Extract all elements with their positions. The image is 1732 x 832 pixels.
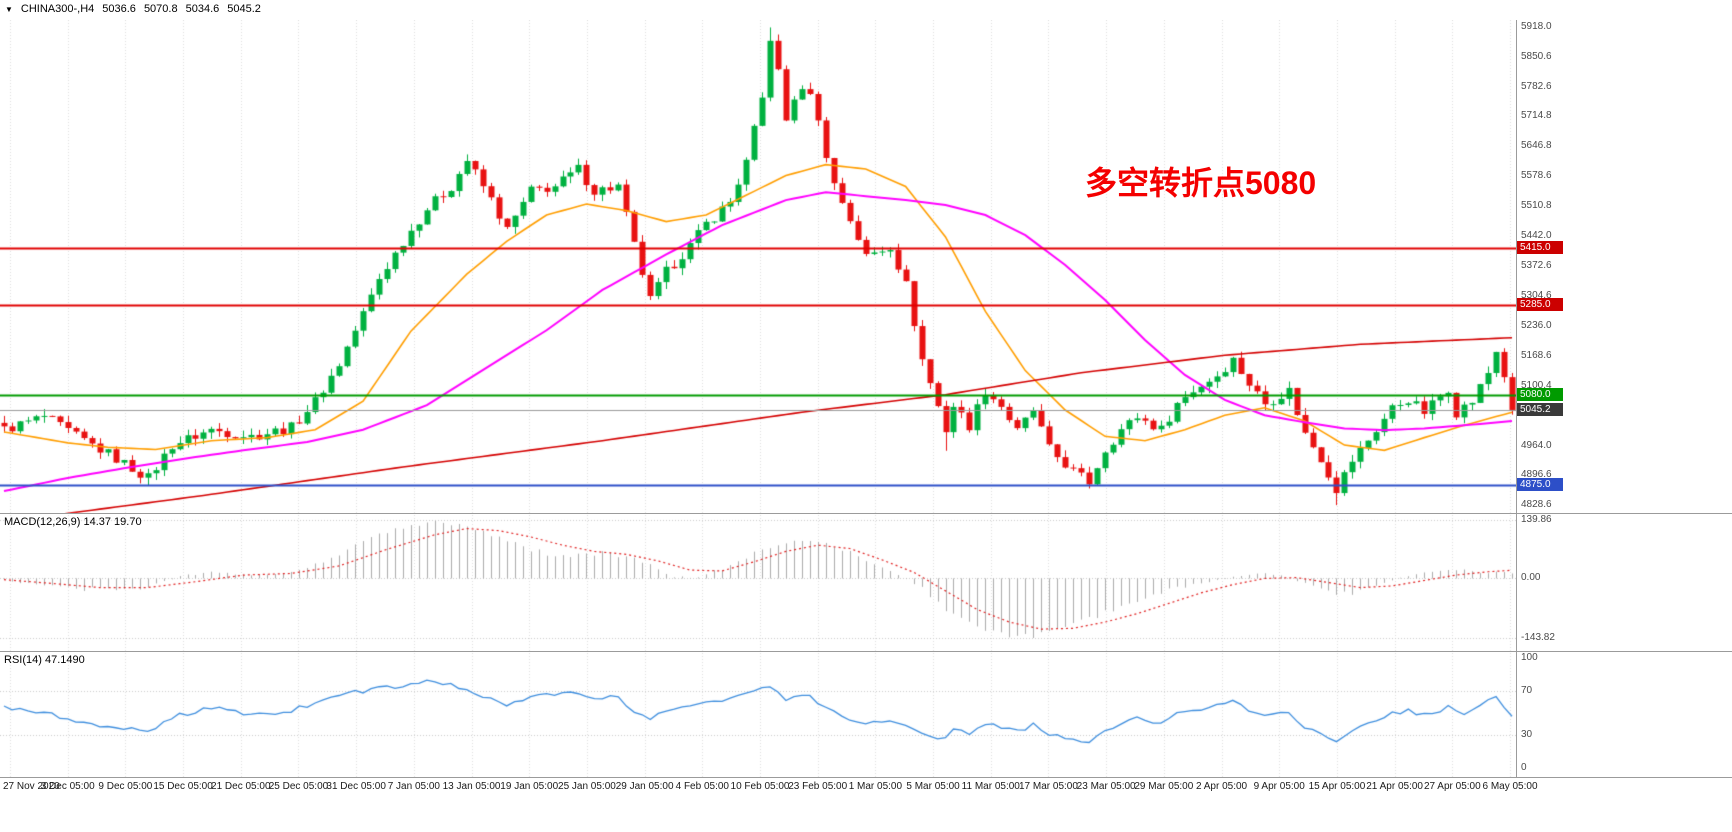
date-label: 23 Mar 05:00 [1076,781,1136,792]
date-label: 27 Apr 05:00 [1423,781,1481,792]
date-label: 6 May 05:00 [1482,781,1538,792]
date-label: 4 Feb 05:00 [675,781,729,792]
date-label: 23 Feb 05:00 [788,781,848,792]
price-axis-label: 5918.0 [1521,21,1552,33]
date-label: 25 Dec 05:00 [268,781,329,792]
macd-indicator-label: MACD(12,26,9) 14.37 19.70 [4,516,142,528]
price-axis-label: 5304.6 [1521,290,1552,302]
date-label: 13 Jan 05:00 [442,781,501,792]
rsi-scale-label: 0 [1521,762,1527,774]
date-label: 15 Dec 05:00 [153,781,213,792]
header-open-value: 5036.6 [102,3,136,15]
macd-scale-label: -143.82 [1521,632,1555,644]
header-close-value: 5045.2 [227,3,261,15]
date-label: 17 Mar 05:00 [1018,781,1078,792]
pane-separator[interactable] [0,513,1732,514]
date-label: 9 Dec 05:00 [98,781,153,792]
price-axis-label: 4828.6 [1521,498,1552,510]
date-label: 27 Nov 2020 [3,781,60,792]
price-axis-label: 4964.0 [1521,439,1552,451]
price-axis-separator [1516,20,1517,777]
rsi-indicator-label: RSI(14) 47.1490 [4,654,85,666]
symbol-title: CHINA300-,H4 [20,3,95,15]
rsi-scale-label: 30 [1521,729,1533,741]
price-axis-label: 4896.6 [1521,469,1552,481]
price-axis-label: 5578.6 [1521,170,1552,182]
price-axis-label: 5782.6 [1521,80,1552,92]
price-line-badge: 4875.0 [1517,477,1563,491]
date-label: 15 Apr 05:00 [1308,781,1366,792]
price-axis-label: 5168.6 [1521,349,1552,361]
price-axis-label: 5646.8 [1521,140,1552,152]
date-label: 11 Mar 05:00 [961,781,1020,792]
annotation-text[interactable]: 多空转折点5080 [1085,165,1317,201]
date-label: 1 Mar 05:00 [848,781,903,792]
price-axis-label: 5236.0 [1521,320,1552,332]
date-label: 25 Jan 05:00 [558,781,616,792]
header-high-value: 5070.8 [143,3,178,15]
date-label: 5 Mar 05:00 [906,781,960,792]
pane-separator[interactable] [0,777,1732,778]
price-line-badge: 5080.0 [1517,387,1563,401]
date-label: 2 Apr 05:00 [1195,781,1248,792]
price-line-badge: 5285.0 [1517,297,1563,311]
rsi-scale-label: 100 [1521,651,1538,663]
price-axis-label: 5372.6 [1521,260,1552,272]
header-low-value: 5034.6 [185,3,220,15]
price-axis-label: 5100.4 [1521,379,1552,391]
price-line-badge: 5415.0 [1517,240,1563,254]
price-axis-label: 5442.0 [1521,230,1552,242]
date-label: 19 Jan 05:00 [500,781,559,792]
price-axis-label: 5510.8 [1521,199,1552,211]
date-label: 31 Dec 05:00 [326,781,386,792]
symbol-dropdown-icon[interactable]: ▼ [5,4,13,14]
price-axis-label: 5714.8 [1521,110,1552,122]
pane-separator[interactable] [0,651,1732,652]
chart-canvas[interactable] [0,20,1516,777]
price-axis-label: 5850.6 [1521,50,1552,62]
date-label: 3 Dec 05:00 [40,781,95,792]
date-label: 21 Apr 05:00 [1366,781,1423,792]
date-label: 29 Jan 05:00 [615,781,674,792]
chart-header: ▼ CHINA300-,H4 5036.6 5070.8 5034.6 5045… [5,3,261,15]
date-label: 9 Apr 05:00 [1253,781,1305,792]
date-label: 29 Mar 05:00 [1134,781,1194,792]
rsi-scale-label: 70 [1521,684,1533,696]
macd-scale-label: 0.00 [1521,572,1541,584]
date-label: 21 Dec 05:00 [211,781,271,792]
date-label: 10 Feb 05:00 [730,781,790,792]
date-label: 7 Jan 05:00 [387,781,440,792]
macd-scale-label: 139.86 [1521,514,1552,526]
current-price-badge: 5045.2 [1517,402,1563,416]
